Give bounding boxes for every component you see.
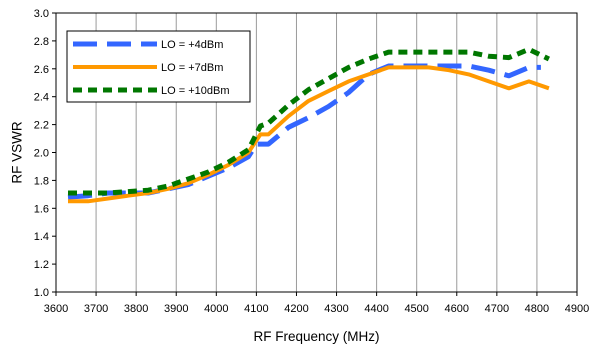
series-line-2: [68, 65, 550, 204]
y-tick-label: 2.6: [34, 64, 49, 76]
x-tick-label: 4300: [324, 303, 348, 315]
x-tick-label: 3800: [124, 303, 148, 315]
y-tick-label: 3.0: [34, 8, 49, 20]
x-tick-label: 3700: [84, 303, 108, 315]
x-tick-label: 4900: [565, 303, 589, 315]
y-tick-label: 2.8: [34, 36, 49, 48]
x-tick-label: 4100: [244, 303, 268, 315]
x-axis-title: RF Frequency (MHz): [253, 329, 379, 344]
legend-label-2: LO = +7dBm: [161, 62, 223, 74]
y-tick-label: 2.0: [34, 148, 49, 160]
y-axis-ticks: 1.0 1.2 1.4 1.6 1.8 2.0 2.2 2.4 2.6 2.8 3.0: [34, 8, 56, 299]
x-tick-label: 4700: [485, 303, 509, 315]
x-tick-label: 4800: [525, 303, 549, 315]
y-tick-label: 1.0: [34, 287, 49, 299]
x-tick-label: 3900: [164, 303, 188, 315]
legend: LO = +4dBm LO = +7dBm LO = +10dBm: [66, 30, 251, 103]
legend-label-1: LO = +4dBm: [161, 39, 223, 51]
y-tick-label: 1.2: [34, 259, 49, 271]
x-tick-label: 4400: [364, 303, 388, 315]
y-tick-label: 1.4: [34, 231, 49, 243]
y-tick-label: 1.6: [34, 203, 49, 215]
legend-label-3: LO = +10dBm: [161, 85, 230, 97]
x-tick-label: 4200: [284, 303, 308, 315]
series-line-3: [68, 46, 550, 196]
y-tick-label: 2.4: [34, 92, 49, 104]
series-lines: [67, 46, 550, 204]
y-tick-label: 1.8: [34, 175, 49, 187]
x-tick-label: 4500: [404, 303, 428, 315]
x-tick-label: 4000: [204, 303, 228, 315]
x-tick-label: 4600: [445, 303, 469, 315]
x-axis-ticks: 3600 3700 3800 3900 4000 4100 4200 4300 4400 4500…: [44, 292, 589, 315]
y-axis-title: RF VSWR: [10, 121, 25, 183]
x-tick-label: 3600: [44, 303, 68, 315]
y-tick-label: 2.2: [34, 120, 49, 132]
